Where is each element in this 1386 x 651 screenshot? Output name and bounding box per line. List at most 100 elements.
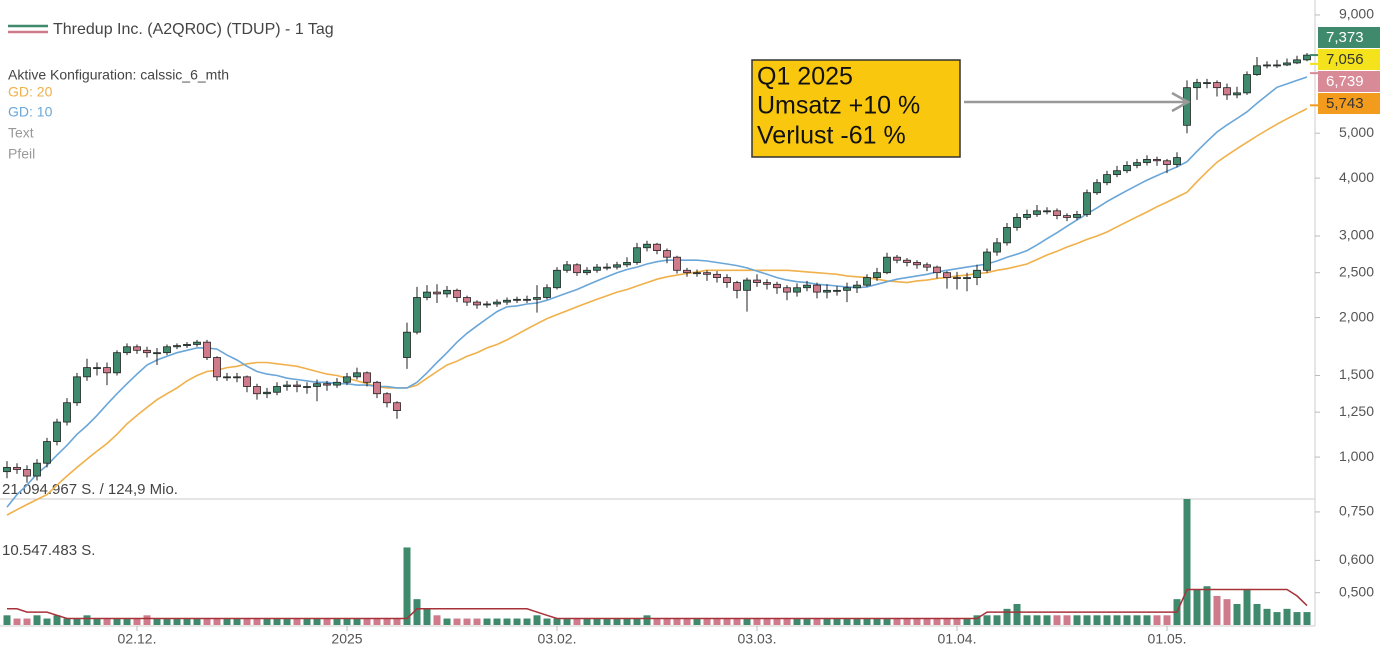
y-tick-label: 5,000 [1339, 124, 1374, 140]
candle-body [53, 421, 61, 442]
candle-body [1013, 217, 1021, 228]
volume-bar [393, 618, 401, 625]
volume-bar [1033, 615, 1041, 625]
candle-body [43, 441, 51, 464]
candle-body [483, 303, 491, 306]
candle-body [503, 299, 511, 303]
volume-bar [913, 618, 921, 625]
volume-bar [603, 618, 611, 625]
candle-body [1233, 92, 1241, 96]
candle-body [243, 376, 251, 387]
candle-body [413, 297, 421, 333]
volume-bar [343, 618, 351, 625]
volume-bar [923, 618, 931, 625]
candle-body [333, 381, 341, 386]
chart-title: Thredup Inc. (A2QR0C) (TDUP) - 1 Tag [53, 21, 334, 38]
candle-body [1213, 82, 1221, 89]
volume-bar [253, 618, 261, 625]
volume-bar [943, 618, 951, 625]
volume-bar [53, 615, 61, 625]
candle-body [1193, 82, 1201, 89]
value-badge-label: 5,743 [1326, 95, 1364, 112]
candle-body [1133, 162, 1141, 166]
volume-bar [833, 618, 841, 625]
volume-bar [243, 618, 251, 625]
candle-body [783, 287, 791, 293]
volume-bar [1013, 604, 1021, 625]
volume-bar [763, 618, 771, 625]
candle-body [963, 277, 971, 279]
volume-bar [23, 618, 31, 625]
value-badge [1318, 27, 1380, 48]
volume-bar [3, 615, 11, 625]
x-tick-label: 01.05. [1148, 631, 1187, 647]
candle-body [363, 372, 371, 383]
candle-body [123, 346, 131, 354]
candle-body [903, 259, 911, 263]
volume-bar [1083, 615, 1091, 625]
value-badge [1318, 71, 1380, 92]
value-badge-label: 7,056 [1326, 51, 1364, 68]
volume-bar [1283, 608, 1291, 625]
volume-bar [1223, 599, 1231, 625]
candle-body [823, 289, 831, 293]
arrow-head [1171, 91, 1191, 113]
volume-bar [793, 618, 801, 625]
candle-body [393, 402, 401, 411]
candle-body [1273, 64, 1281, 67]
volume-bar [123, 618, 131, 625]
x-tick-label: 2025 [331, 631, 362, 647]
volume-bar [783, 618, 791, 625]
candle-body [443, 289, 451, 295]
candle-body [253, 386, 261, 395]
volume-bar [143, 615, 151, 625]
volume-bar [853, 618, 861, 625]
volume-bar [473, 618, 481, 625]
y-tick-label: 1,250 [1339, 403, 1374, 419]
candle-body [1263, 64, 1271, 67]
legend-entry: GD: 10 [8, 104, 53, 120]
candle-body [193, 341, 201, 345]
volume-bar [993, 615, 1001, 625]
volume-bar [1253, 604, 1261, 625]
candle-body [1073, 213, 1081, 218]
volume-bar [1073, 615, 1081, 625]
volume-bar [323, 618, 331, 625]
candle-body [1023, 213, 1031, 218]
volume-label: 21.094.967 S. / 124,9 Mio. [2, 481, 178, 498]
candle-body [683, 269, 691, 274]
volume-bar [1153, 615, 1161, 625]
annotation-text: Q1 2025 [757, 63, 853, 91]
volume-bar [1133, 615, 1141, 625]
candle-body [953, 277, 961, 279]
volume-bar [563, 618, 571, 625]
volume-bar [543, 618, 551, 625]
volume-bar [63, 618, 71, 625]
volume-bar [203, 618, 211, 625]
candle-body [1163, 160, 1171, 165]
value-badge-label: 7,373 [1326, 29, 1364, 46]
candle-body [213, 357, 221, 378]
candle-body [1103, 174, 1111, 184]
candle-body [183, 344, 191, 347]
candle-body [983, 251, 991, 271]
candle-body [143, 349, 151, 354]
candle-body [1173, 157, 1181, 165]
volume-bar [1163, 615, 1171, 625]
volume-bar [293, 618, 301, 625]
candle-body [1153, 158, 1161, 162]
volume-bar [83, 615, 91, 625]
candle-body [1043, 210, 1051, 213]
candle-body [73, 376, 81, 404]
candle-body [613, 264, 621, 268]
candle-body [1063, 215, 1071, 218]
volume-bar [633, 618, 641, 625]
candle-body [103, 367, 111, 374]
volume-bar [453, 618, 461, 625]
volume-bar [13, 618, 21, 625]
candle-body [743, 279, 751, 291]
candle-body [773, 283, 781, 289]
candle-body [973, 269, 981, 278]
candle-body [893, 256, 901, 261]
volume-bar [433, 615, 441, 625]
